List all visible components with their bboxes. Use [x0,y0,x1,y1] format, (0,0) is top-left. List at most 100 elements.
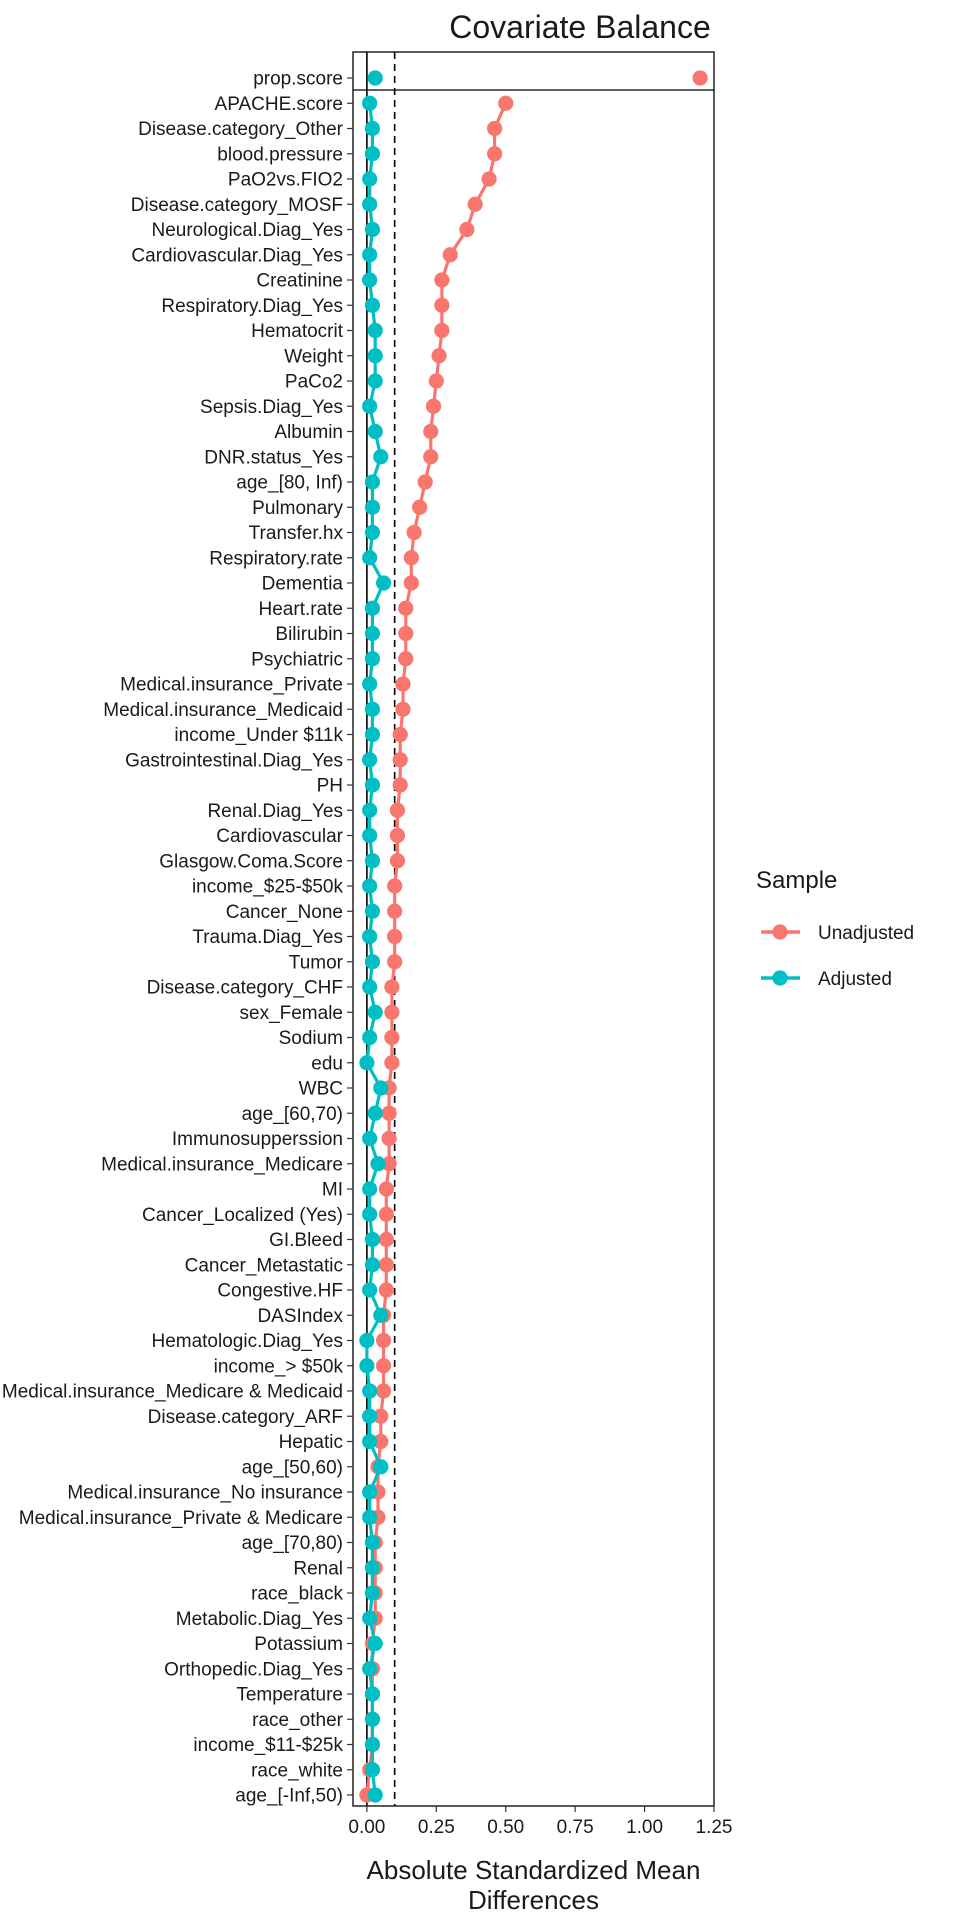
y-tick-label: income_$25-$50k [192,877,344,898]
y-tick-label: PH [317,776,343,797]
adjusted-point [367,348,383,364]
unadjusted-point [423,423,439,440]
panel-border [352,51,715,1807]
unadjusted-point [384,1004,400,1020]
y-tick-label: Disease.category_CHF [147,978,343,999]
y-tick-label: race_other [252,1710,344,1731]
y-tick-label: Pulmonary [252,498,343,519]
unadjusted-point [406,524,422,541]
unadjusted-point [395,701,411,717]
y-tick-label: age_[50,60) [242,1457,343,1478]
adjusted-point [362,676,378,692]
y-tick-label: DASIndex [257,1306,343,1327]
adjusted-point [367,1787,383,1803]
y-tick-label: Glasgow.Coma.Score [159,851,343,872]
unadjusted-point [381,1156,397,1172]
adjusted-point [362,196,378,212]
y-tick-label: MI [322,1180,343,1201]
adjusted-point [364,600,381,616]
y-tick-label: income_Under $11k [174,725,343,746]
unadjusted-point [412,499,428,515]
adjusted-point [364,146,381,162]
adjusted-point [362,1408,378,1424]
y-tick-label: Potassium [254,1634,343,1655]
adjusted-point [364,1736,381,1753]
series-adjusted [359,70,392,1803]
y-tick-label: Disease.category_ARF [148,1407,343,1428]
unadjusted-point [425,398,442,414]
y-tick-label: Respiratory.Diag_Yes [161,296,343,317]
adjusted-point [362,979,378,995]
y-tick-label: edu [311,1053,343,1074]
unadjusted-point [434,322,450,339]
y-tick-label: GI.Bleed [269,1230,343,1251]
adjusted-point [364,474,381,490]
y-tick-label: Cancer_Metastatic [185,1255,343,1276]
unadjusted-point [481,171,497,187]
unadjusted-point [381,1130,397,1147]
y-tick-label: Medical.insurance_No insurance [67,1483,343,1504]
y-tick-label: Medical.insurance_Private [120,675,343,696]
unadjusted-point [487,146,503,162]
x-tick-label: 1.00 [626,1817,663,1838]
adjusted-point [362,247,378,263]
adjusted-point [373,1307,389,1323]
adjusted-point [364,1686,381,1702]
y-tick-label: race_white [251,1760,343,1781]
y-tick-label: Disease.category_Other [138,119,344,140]
y-tick-label: income_$11-$25k [193,1735,343,1756]
adjusted-point [364,1257,381,1273]
adjusted-point [364,524,381,541]
unadjusted-point [428,373,444,389]
unadjusted-point [389,827,406,844]
unadjusted-point [395,676,411,692]
y-tick-label: Medical.insurance_Private & Medicare [19,1508,343,1529]
y-tick-label: Sodium [279,1028,343,1049]
x-tick-label: 0.75 [557,1817,594,1838]
unadjusted-point [442,247,458,263]
unadjusted-point [389,802,406,818]
unadjusted-point [434,272,450,288]
y-tick-label: Hematologic.Diag_Yes [151,1331,343,1352]
x-tick-label: 0.50 [487,1817,524,1838]
unadjusted-point [398,600,414,616]
adjusted-point [362,95,378,111]
unadjusted-point [417,474,433,490]
adjusted-point [364,701,381,717]
y-tick-label: Sepsis.Diag_Yes [200,397,343,418]
unadjusted-point [378,1282,394,1298]
x-axis-title-line-1: Absolute Standardized Mean [367,1855,701,1885]
adjusted-point [362,272,378,288]
adjusted-point [364,651,381,667]
x-axis: 0.00 0.25 0.50 0.75 1.00 1.25 Absolute Standar… [348,1806,732,1915]
x-tick-label: 1.25 [696,1817,733,1838]
adjusted-point [364,1231,381,1248]
unadjusted-point [403,575,419,591]
series-unadjusted [359,70,708,1803]
unadjusted-point [384,1055,400,1071]
y-tick-label: Congestive.HF [217,1281,343,1302]
adjusted-point [362,1610,378,1626]
unadjusted-point [498,95,514,111]
unadjusted-point [375,1332,392,1349]
y-tick-label: Tumor [289,952,344,973]
unadjusted-point [378,1181,394,1197]
unadjusted-point [375,1358,392,1374]
adjusted-point [364,1711,381,1727]
y-tick-label: Cardiovascular.Diag_Yes [131,245,343,266]
unadjusted-point [387,928,403,945]
y-tick-label: race_black [251,1584,343,1605]
adjusted-point [362,752,378,768]
adjusted-point [364,221,381,238]
adjusted-point [367,322,383,339]
unadjusted-point [392,752,408,768]
y-tick-label: Renal [293,1558,343,1579]
y-tick-label: Bilirubin [275,624,343,645]
y-tick-label: APACHE.score [215,94,343,115]
legend-title: Sample [756,867,837,894]
adjusted-point [364,853,381,869]
adjusted-point [364,499,381,515]
adjusted-point [362,1282,378,1298]
